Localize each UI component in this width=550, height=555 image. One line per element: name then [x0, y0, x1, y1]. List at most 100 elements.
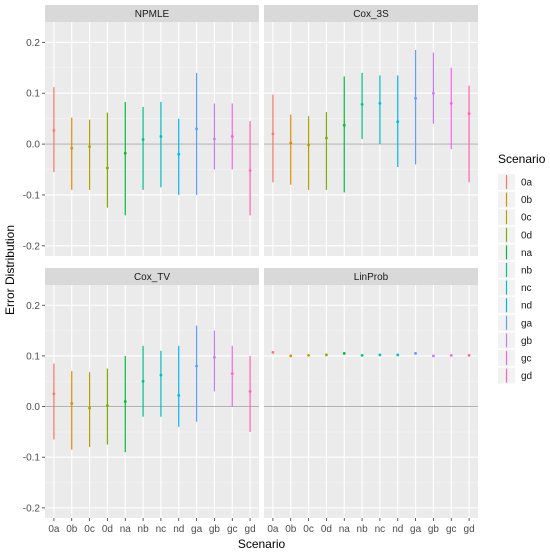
legend-label-gc: gc: [521, 354, 532, 365]
x-tick-label-gc: gc: [446, 524, 457, 535]
mean-point-cox-tv-0d: [106, 404, 109, 407]
x-tick-label-na: na: [120, 524, 132, 535]
x-tick-label-0b: 0b: [285, 524, 297, 535]
x-axis-title: Scenario: [238, 537, 286, 551]
mean-point-cox-tv-0b: [70, 402, 74, 405]
mean-point-cox-tv-ga: [195, 364, 198, 368]
legend-label-0b: 0b: [521, 195, 533, 206]
mean-point-linprob-gb: [432, 354, 435, 358]
y-tick-label: 0.0: [26, 140, 40, 151]
mean-point-cox-tv-gb: [213, 356, 216, 359]
mean-point-cox-3s-gc: [449, 101, 453, 105]
mean-point-npmle-gc: [230, 135, 234, 138]
y-axis-title: Error Distribution: [3, 225, 17, 315]
mean-point-npmle-ga: [195, 127, 198, 131]
mean-point-npmle-0d: [106, 166, 109, 170]
legend-label-ga: ga: [521, 318, 533, 329]
x-tick-label-gd: gd: [245, 524, 256, 535]
x-tick-label-nc: nc: [156, 524, 167, 535]
strip-label-cox-3s: Cox_3S: [353, 9, 389, 20]
x-tick-label-ga: ga: [191, 524, 203, 535]
mean-point-linprob-0a: [271, 350, 275, 354]
x-tick-label-0c: 0c: [84, 524, 95, 535]
x-tick-label-nc: nc: [375, 524, 386, 535]
strip-cox-tv: [45, 268, 259, 285]
mean-point-linprob-nc: [378, 353, 382, 357]
mean-point-cox-tv-0c: [88, 406, 91, 410]
mean-point-npmle-0c: [88, 145, 91, 149]
mean-point-cox-3s-nb: [360, 103, 364, 106]
mean-point-npmle-gb: [213, 137, 216, 141]
strip-label-npmle: NPMLE: [135, 9, 170, 20]
x-tick-label-nd: nd: [392, 524, 403, 535]
mean-point-npmle-nd: [177, 152, 181, 156]
legend-label-nc: nc: [521, 283, 532, 294]
panel-bg-npmle: [45, 22, 259, 256]
y-tick-label: 0.2: [26, 301, 40, 312]
strip-label-linprob: LinProb: [354, 272, 389, 283]
x-tick-label-na: na: [339, 524, 351, 535]
mean-point-cox-tv-nd: [177, 394, 181, 397]
x-tick-label-0d: 0d: [321, 524, 332, 535]
y-tick-label: 0.1: [26, 89, 40, 100]
mean-point-cox-3s-na: [342, 123, 346, 127]
strip-label-cox-tv: Cox_TV: [134, 272, 170, 283]
x-tick-label-nd: nd: [173, 524, 184, 535]
mean-point-linprob-0d: [325, 353, 328, 357]
x-tick-label-nb: nb: [357, 524, 369, 535]
mean-point-npmle-nc: [159, 135, 163, 138]
mean-point-cox-tv-gc: [230, 372, 234, 376]
x-tick-label-nb: nb: [138, 524, 150, 535]
mean-point-cox-tv-0a: [52, 392, 56, 396]
x-tick-label-0a: 0a: [267, 524, 279, 535]
mean-point-linprob-0b: [289, 354, 293, 358]
x-tick-label-0c: 0c: [303, 524, 314, 535]
mean-point-cox-3s-nd: [396, 120, 400, 124]
mean-point-linprob-na: [342, 351, 346, 355]
legend-label-gb: gb: [521, 336, 533, 347]
mean-point-cox-3s-0a: [271, 132, 275, 136]
strip-npmle: [45, 5, 259, 22]
mean-point-cox-3s-0c: [307, 143, 310, 147]
x-tick-label-0d: 0d: [102, 524, 113, 535]
mean-point-npmle-nb: [141, 138, 145, 141]
y-tick-label: -0.1: [23, 453, 41, 464]
mean-point-linprob-0c: [307, 354, 310, 357]
y-tick-label: 0.2: [26, 38, 40, 49]
mean-point-linprob-gc: [449, 354, 453, 357]
mean-point-cox-3s-ga: [414, 96, 417, 100]
mean-point-cox-tv-nc: [159, 373, 163, 377]
mean-point-cox-tv-na: [123, 400, 127, 403]
panel-bg-cox-tv: [45, 285, 259, 518]
mean-point-cox-3s-gd: [467, 112, 471, 115]
mean-point-linprob-nd: [396, 353, 400, 357]
legend-label-gd: gd: [521, 371, 532, 382]
mean-point-cox-3s-nc: [378, 101, 382, 105]
legend-label-0c: 0c: [521, 213, 532, 224]
x-tick-label-0b: 0b: [66, 524, 78, 535]
legend-title: Scenario: [498, 152, 546, 166]
legend-label-nb: nb: [521, 266, 533, 277]
y-tick-label: -0.1: [23, 190, 41, 201]
mean-point-npmle-gd: [248, 169, 252, 172]
x-tick-label-ga: ga: [410, 524, 422, 535]
x-tick-label-gc: gc: [227, 524, 238, 535]
mean-point-cox-3s-0d: [325, 136, 328, 140]
x-tick-label-0a: 0a: [48, 524, 60, 535]
mean-point-npmle-na: [123, 151, 127, 155]
mean-point-npmle-0b: [70, 146, 74, 150]
strip-cox-3s: [264, 5, 478, 22]
legend-label-nd: nd: [521, 301, 532, 312]
panel-bg-linprob: [264, 285, 478, 518]
legend-label-0a: 0a: [521, 178, 533, 189]
y-tick-label: 0.1: [26, 351, 40, 362]
x-tick-label-gb: gb: [428, 524, 440, 535]
x-tick-label-gb: gb: [209, 524, 221, 535]
mean-point-cox-tv-gd: [248, 389, 252, 393]
y-tick-label: 0.0: [26, 402, 40, 413]
x-tick-label-gd: gd: [464, 524, 475, 535]
legend-label-0d: 0d: [521, 230, 532, 241]
mean-point-npmle-0a: [52, 128, 56, 132]
mean-point-linprob-nb: [360, 354, 364, 357]
